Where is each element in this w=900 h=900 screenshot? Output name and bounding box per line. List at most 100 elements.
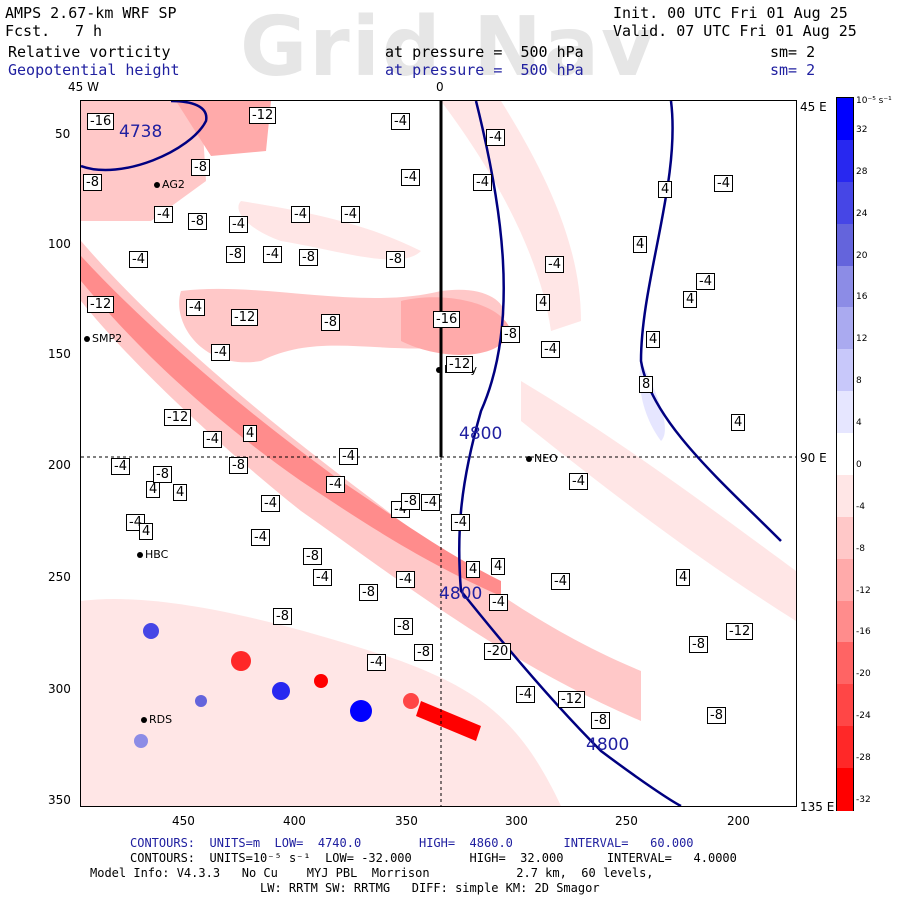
height-label-4738: 4738 (119, 122, 163, 142)
vort-spot-1 (143, 623, 159, 639)
vorticity-label: -4 (541, 341, 560, 358)
vorticity-label: -8 (229, 457, 248, 474)
left-tick-50: 50 (55, 127, 71, 141)
vorticity-label: 4 (683, 291, 698, 308)
vorticity-label: -4 (391, 113, 410, 130)
station-hbc[interactable]: HBC (137, 548, 168, 561)
vorticity-label: -4 (341, 206, 360, 223)
left-tick-350: 350 (48, 793, 71, 807)
vorticity-label: -4 (551, 573, 570, 590)
station-ag2[interactable]: AG2 (154, 178, 185, 191)
colorbar-tick-label: -4 (856, 501, 865, 512)
vorticity-label: -12 (164, 409, 192, 426)
vorticity-label: 4 (731, 414, 746, 431)
vorticity-label: -4 (229, 216, 248, 233)
vort-region-south (81, 599, 561, 806)
map-plot-area[interactable]: AG2 SMP2 Henry NEO HBC RDS 4738 4800 480… (80, 100, 797, 807)
top-tick-45w: 45 W (68, 80, 99, 94)
vorticity-label: -8 (299, 249, 318, 266)
vort-spot-4 (350, 700, 372, 722)
vorticity-label: -12 (87, 296, 115, 313)
vorticity-label: 4 (676, 569, 691, 586)
vort-region-northeast (441, 101, 581, 331)
vorticity-label: -4 (186, 299, 205, 316)
colorbar-segment (837, 726, 853, 770)
left-tick-100: 100 (48, 237, 71, 251)
right-tick-90e: 90 E (800, 451, 827, 465)
vorticity-label: -4 (569, 473, 588, 490)
vorticity-label: 4 (633, 236, 648, 253)
right-tick-45e: 45 E (800, 100, 827, 114)
footer-height-contours: CONTOURS: UNITS=m LOW= 4740.0 HIGH= 4860… (130, 836, 694, 850)
vorticity-label: -4 (111, 458, 130, 475)
station-smp2[interactable]: SMP2 (84, 332, 122, 345)
vorticity-label: 4 (243, 425, 258, 442)
height-contour-4800 (457, 101, 682, 806)
colorbar-tick-label: -28 (856, 753, 871, 764)
colorbar-segment (837, 265, 853, 309)
height-label-4800-a: 4800 (459, 424, 503, 444)
vorticity-label: -4 (313, 569, 332, 586)
vorticity-label: -12 (249, 107, 277, 124)
vorticity-label: -4 (203, 431, 222, 448)
right-tick-135e: 135 E (800, 800, 835, 814)
height-contour-4738 (81, 101, 208, 172)
colorbar-segment (837, 474, 853, 518)
colorbar-tick-label: -8 (856, 543, 865, 554)
colorbar-segment (837, 98, 853, 141)
height-contour-east (639, 101, 782, 542)
vorticity-label: -8 (689, 636, 708, 653)
vorticity-label: -8 (153, 466, 172, 483)
station-neo[interactable]: NEO (526, 452, 558, 465)
colorbar-tick-label: -16 (856, 627, 871, 638)
vorticity-label: -8 (394, 618, 413, 635)
bottom-tick-300: 300 (505, 814, 528, 828)
station-dot (137, 552, 143, 558)
left-tick-200: 200 (48, 458, 71, 472)
station-dot (84, 336, 90, 342)
vorticity-label: 8 (639, 376, 654, 393)
left-tick-300: 300 (48, 682, 71, 696)
vorticity-label: -4 (421, 494, 440, 511)
top-tick-0: 0 (436, 80, 444, 94)
vorticity-label: -8 (191, 159, 210, 176)
vorticity-label: -4 (714, 175, 733, 192)
vorticity-label: -4 (545, 256, 564, 273)
vorticity-label: -4 (261, 495, 280, 512)
vort-spot-2 (231, 651, 251, 671)
vorticity-label: -8 (303, 548, 322, 565)
vorticity-label: -8 (591, 712, 610, 729)
colorbar-unit: 10⁻⁵ s⁻¹ (856, 96, 892, 106)
colorbar-tick-label: 12 (856, 334, 868, 345)
colorbar-segment (837, 558, 853, 602)
var1-name: Relative vorticity (8, 43, 171, 61)
vorticity-label: -4 (516, 686, 535, 703)
colorbar-tick-label: 0 (856, 459, 862, 470)
vort-region-nw (81, 101, 206, 221)
vorticity-label: -8 (707, 707, 726, 724)
colorbar-segment (837, 768, 853, 811)
vorticity-label: 4 (146, 481, 161, 498)
left-tick-250: 250 (48, 570, 71, 584)
colorbar-segment (837, 349, 853, 393)
vorticity-label: -16 (433, 311, 461, 328)
vorticity-map (81, 101, 796, 806)
vorticity-label: -8 (188, 213, 207, 230)
colorbar-tick-label: -32 (856, 795, 871, 805)
init-time: Init. 00 UTC Fri 01 Aug 25 (613, 4, 848, 22)
vorticity-label: -16 (87, 113, 115, 130)
vort-spot-3 (272, 682, 290, 700)
vorticity-label: -12 (231, 309, 259, 326)
vort-region-north (176, 101, 271, 156)
bottom-tick-350: 350 (395, 814, 418, 828)
vort-region-west (238, 201, 421, 260)
station-rds[interactable]: RDS (141, 713, 172, 726)
colorbar-segment (837, 433, 853, 476)
station-dot (436, 367, 442, 373)
forecast-value: 7 h (75, 22, 103, 40)
vort-region-southeast (521, 381, 796, 621)
vorticity-label: -4 (396, 571, 415, 588)
vort-spot-8 (134, 734, 148, 748)
vorticity-label: -8 (401, 493, 420, 510)
vorticity-label: -4 (473, 174, 492, 191)
